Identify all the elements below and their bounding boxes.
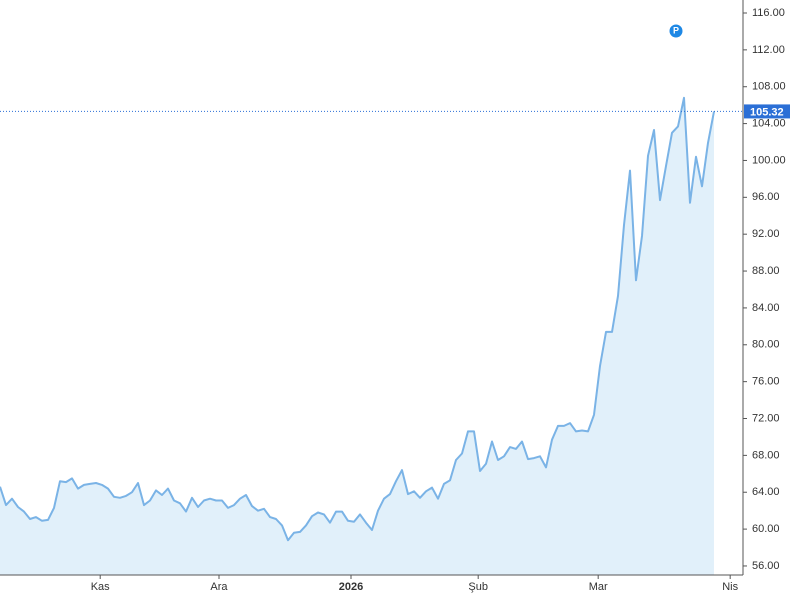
area-fill [0,97,714,576]
y-tick-label: 104.00 [752,117,786,129]
x-tick-label: Ara [210,581,228,593]
last-price-box [744,104,790,119]
y-tick-label: 108.00 [752,81,786,93]
last-price-label: 105.32 [750,106,784,118]
x-tick-label: Şub [468,581,488,593]
y-tick-label: 100.00 [752,154,786,166]
y-tick-label: 56.00 [752,560,780,572]
annotation-label: P [673,25,679,35]
price-line [0,96,715,542]
x-tick-label: Kas [91,581,110,593]
y-tick-label: 112.00 [752,44,785,56]
annotation-marker [668,23,684,39]
x-tick-label: Mar [589,581,608,593]
y-tick-label: 92.00 [752,228,780,240]
x-tick-label: 2026 [339,581,363,593]
y-tick-label: 68.00 [752,449,780,461]
y-tick-label: 80.00 [752,339,780,351]
y-tick-label: 88.00 [752,265,780,277]
y-tick-label: 72.00 [752,412,780,424]
y-tick-label: 116.00 [752,7,785,19]
y-tick-label: 64.00 [752,486,780,498]
x-tick-label: Nis [722,581,738,593]
y-tick-label: 84.00 [752,302,780,314]
y-tick-label: 60.00 [752,523,780,535]
y-tick-label: 96.00 [752,191,780,203]
y-tick-label: 76.00 [752,376,780,388]
